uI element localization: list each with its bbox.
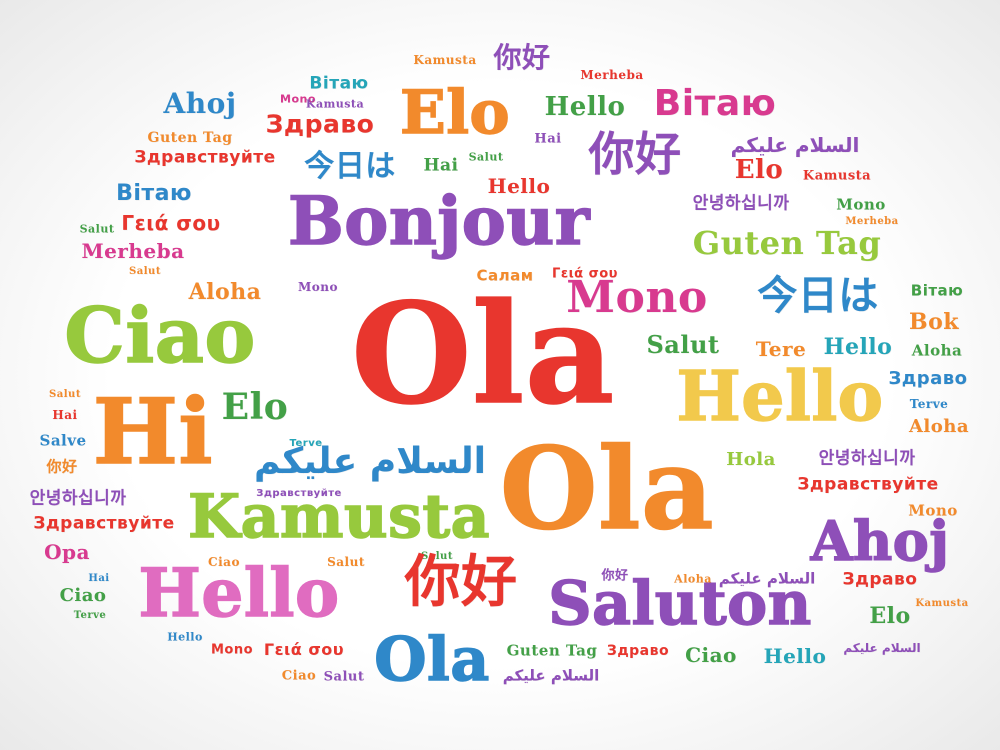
greeting-word-geia-3: Γειά σου [263,640,345,659]
greeting-word-konnichiwa-1: 今日は [304,149,396,184]
greeting-word-guten-tag-2: Guten Tag [692,224,882,262]
greeting-word-salut-2: Salut [79,222,115,236]
greeting-word-aloha-4: Aloha [674,572,712,586]
greeting-word-aloha-2: Aloha [911,341,963,360]
greeting-word-saluton: Saluton [548,569,812,639]
greeting-word-ahoj-big: Ahoj [810,509,950,573]
greeting-word-zdravstvuyte-2: Здравствуйте [256,488,342,499]
greeting-word-vitayu-4: Вітаю [910,281,964,300]
greeting-word-hello-2: Hello [487,174,551,198]
greeting-word-hello-big-pink: Hello [138,554,340,632]
greeting-word-vitayu-1: Вітаю [309,73,369,94]
greeting-word-ola-orange: Ola [499,424,715,555]
greeting-word-geia-1: Γειά σου [121,211,221,235]
greeting-word-merheba-2: Merheba [845,216,899,227]
greeting-word-hola-1: Hola [726,449,776,470]
greeting-word-annyeong-3: 안녕하십니까 [29,488,127,509]
greeting-word-elo-3: Elo [221,386,289,428]
greeting-word-bonjour: Bonjour [287,182,590,260]
greeting-word-assalam-3: السلام عليكم [843,641,921,655]
greeting-word-ciao-3: Ciao [59,585,107,606]
greeting-word-zdravstvuyte-3: Здравствуйте [797,474,939,495]
greeting-word-mono-6: Mono [210,642,254,658]
greeting-word-kamusta-4: Kamusta [915,598,969,609]
greeting-word-salam-1: Салам [476,266,534,285]
greeting-word-hai-3: Hai [52,408,78,422]
greeting-word-hi-big: Hi [92,379,214,485]
greeting-word-hai-1: Hai [534,131,562,147]
greeting-word-annyeong-1: 안녕하십니까 [692,193,790,214]
greeting-word-mono-1: Mono [280,92,316,106]
greeting-word-terve-2: Terve [909,397,949,411]
greeting-word-salve-1: Salve [39,431,87,450]
greeting-word-assalam-1: السلام عليكم [730,133,860,157]
greeting-word-nihao-4: 你好 [601,568,629,584]
greeting-word-elo-2: Elo [734,155,784,185]
greeting-word-salut-3: Salut [129,266,161,277]
greeting-word-annyeong-2: 안녕하십니까 [818,448,916,469]
greeting-word-hello-1: Hello [544,92,626,122]
greeting-word-zdravo-2: Здраво [888,368,968,389]
greeting-word-salut-1: Salut [468,150,504,164]
greeting-word-ciao-2: Ciao [208,555,240,569]
greeting-word-ahoj-1: Ahoj [163,87,237,120]
greeting-word-assalam-big: السلام عليكم [254,441,486,482]
greeting-word-kamusta-3: Kamusta [802,168,872,184]
greeting-word-ciao-big: Ciao [64,291,256,380]
greeting-word-ciao-5: Ciao [281,668,317,684]
greeting-word-ola-blue: Ola [374,625,490,695]
greeting-word-guten-tag-3: Guten Tag [506,641,598,660]
greeting-word-hello-3: Hello [823,334,893,360]
greeting-word-assalam-4: السلام عليكم [502,666,600,685]
greeting-word-mono-5: Mono [908,501,958,520]
greeting-word-geia-2: Γειά σου [552,266,618,282]
greeting-word-zdravstvuyte-4: Здравствуйте [33,513,175,534]
greeting-word-bok-1: Bok [908,309,960,335]
greeting-word-ciao-4: Ciao [685,643,737,667]
greeting-word-hai-4: Hai [88,573,110,584]
greeting-word-vitayu-2: Вітаю [653,83,777,124]
greeting-word-opa-1: Opa [44,540,90,564]
greeting-word-assalam-2: السلام عليكم [718,569,816,588]
greeting-word-nihao-big: 你好 [404,550,518,615]
greeting-word-merheba-3: Merheba [81,239,185,263]
greeting-word-mono-4: Mono [566,272,708,323]
greeting-word-hello-5: Hello [763,644,827,668]
greeting-word-tere-1: Tere [755,337,807,361]
greeting-word-konnichiwa-2: 今日は [757,273,879,319]
greeting-word-nihao-3: 你好 [46,457,78,476]
greeting-word-salut-7: Salut [421,551,453,562]
greeting-word-salut-8: Salut [323,669,365,685]
greeting-word-zdravstvuyte-1: Здравствуйте [134,147,276,168]
greeting-word-hello-big-yellow: Hello [676,357,884,437]
greeting-word-vitayu-3: Вітаю [116,181,192,206]
greeting-word-aloha-1: Aloha [188,279,262,305]
greeting-word-nihao-top: 你好 [493,41,551,74]
greeting-word-mono-3: Mono [297,280,339,294]
greeting-word-ola-red: Ola [350,272,615,435]
greeting-word-hello-4: Hello [167,630,203,644]
greeting-word-nihao-2: 你好 [588,127,682,181]
greeting-word-kamusta-big: Kamusta [187,482,491,552]
greeting-word-aloha-3: Aloha [908,416,970,437]
greeting-word-hai-2: Hai [423,155,459,176]
greeting-word-kamusta-top: Kamusta [413,53,477,67]
greeting-word-salut-4: Salut [646,330,720,359]
greeting-word-guten-tag-1: Guten Tag [147,130,233,146]
greeting-word-merheba-top: Merheba [580,68,644,82]
greeting-word-elo-4: Elo [869,603,911,629]
greeting-word-salut-6: Salut [327,555,365,569]
greeting-word-zdravo-3: Здраво [842,569,918,590]
greeting-word-elo-1: Elo [399,78,511,148]
greeting-word-terve-3: Terve [73,610,107,621]
greeting-word-zdravo-4: Здраво [606,643,670,659]
greeting-word-zdravo-1: Здраво [265,109,375,139]
greeting-word-kamusta-2: Kamusta [305,97,365,111]
greeting-word-salut-5: Salut [49,389,81,400]
greeting-word-mono-2: Mono [836,195,886,214]
greeting-word-terve-1: Terve [289,438,323,449]
